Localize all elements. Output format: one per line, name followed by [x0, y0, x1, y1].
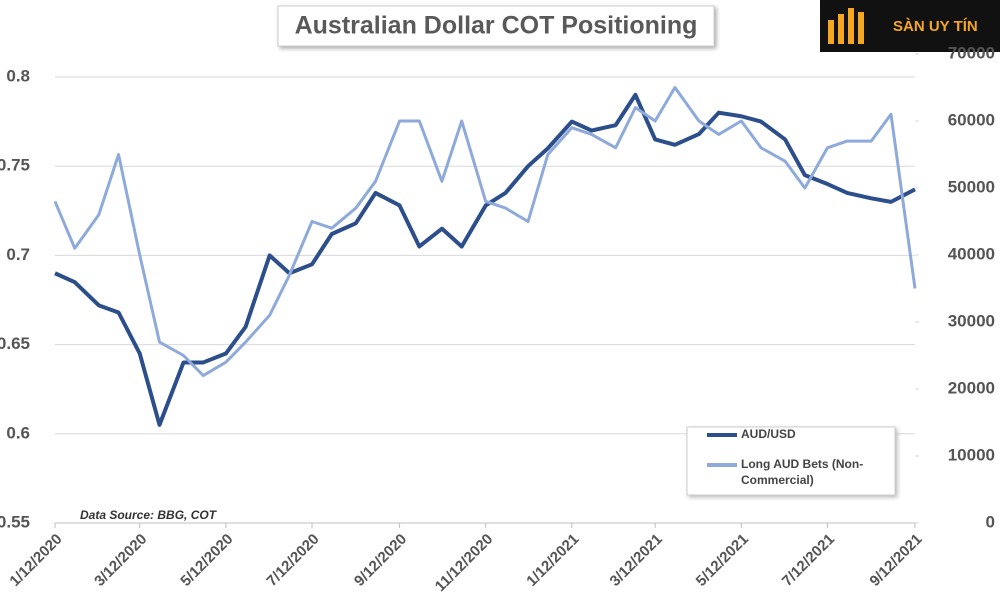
- x-tick-label: 9/12/2020: [351, 531, 410, 590]
- x-tick-label: 3/12/2021: [607, 531, 666, 590]
- y-tick-label: 0.75: [0, 156, 30, 175]
- logo-bar: [858, 12, 864, 44]
- legend-label: AUD/USD: [741, 427, 796, 441]
- x-tick-label: 3/12/2020: [91, 531, 150, 590]
- legend-label: Long AUD Bets (Non- Commercial): [741, 457, 863, 487]
- y2-tick-label: 0: [986, 512, 995, 531]
- series-line: [54, 92, 916, 427]
- y2-tick-label: 50000: [948, 177, 995, 196]
- y2-tick-label: 30000: [948, 311, 995, 330]
- y-tick-label: 0.8: [6, 66, 30, 85]
- y2-tick-label: 20000: [948, 378, 995, 397]
- source-note: Data Source: BBG, COT: [80, 508, 218, 522]
- x-tick-label: 7/12/2021: [779, 531, 838, 590]
- legend-text-line: Commercial): [741, 473, 814, 487]
- y-tick-label: 0.6: [6, 423, 30, 442]
- x-tick-label: 11/12/2020: [432, 531, 497, 596]
- legend-text-line: Long AUD Bets (Non-: [741, 457, 863, 471]
- x-tick-label: 1/12/2021: [523, 531, 582, 590]
- y-tick-label: 0.7: [6, 245, 30, 264]
- logo-bar: [838, 14, 844, 44]
- x-tick-label: 5/12/2020: [177, 531, 236, 590]
- chart-title: Australian Dollar COT Positioning: [295, 12, 698, 40]
- y2-tick-label: 10000: [948, 445, 995, 464]
- x-tick-label: 7/12/2020: [263, 531, 322, 590]
- series-line: [53, 86, 917, 378]
- title-box: [277, 5, 715, 47]
- x-tick-label: 5/12/2021: [693, 531, 752, 590]
- logo-bar: [828, 20, 834, 44]
- y-tick-label: 0.65: [0, 334, 30, 353]
- legend-box: [686, 426, 896, 496]
- y2-tick-label: 60000: [948, 110, 995, 129]
- logo-text: SÀN UY TÍN: [893, 18, 978, 35]
- y2-tick-label: 70000: [948, 43, 995, 62]
- x-tick-label: 1/12/2020: [6, 531, 65, 590]
- x-tick-label: 9/12/2021: [866, 531, 925, 590]
- y-tick-label: 0.55: [0, 512, 30, 531]
- logo-bar: [848, 8, 854, 44]
- y2-tick-label: 40000: [948, 244, 995, 263]
